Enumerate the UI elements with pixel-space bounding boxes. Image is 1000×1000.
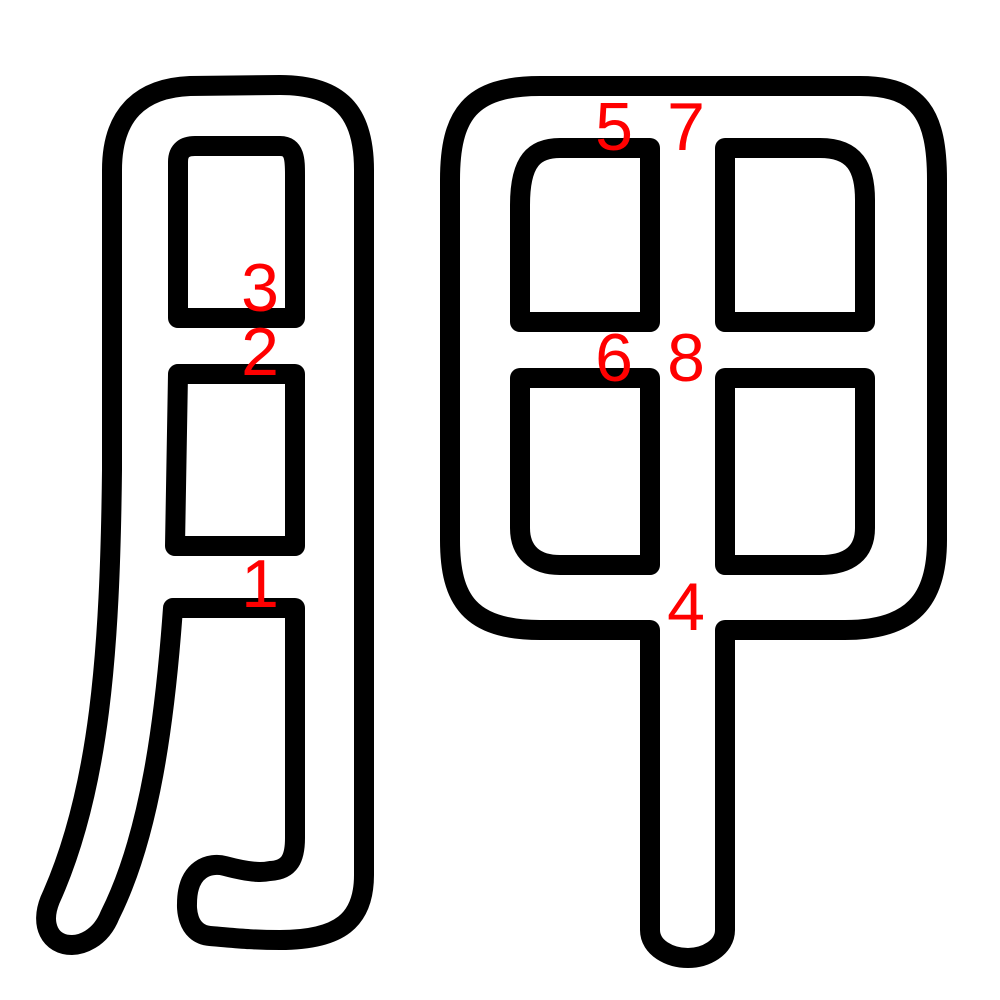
stroke-label-4: 4 <box>667 569 705 645</box>
stroke-label-1: 1 <box>241 546 279 622</box>
stroke-label-8: 8 <box>667 320 705 396</box>
stroke-label-2: 2 <box>241 314 279 390</box>
stroke-label-3: 3 <box>241 250 279 326</box>
stroke-label-6: 6 <box>595 320 633 396</box>
stroke-label-5: 5 <box>595 89 633 165</box>
moon-radical-outline <box>36 75 374 955</box>
stroke-label-7: 7 <box>667 89 705 165</box>
field-component-outline <box>440 76 947 968</box>
